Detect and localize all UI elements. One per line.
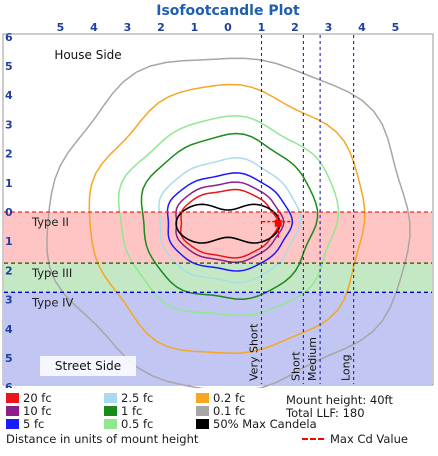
swatch-0-2fc xyxy=(196,393,209,403)
range-label-very-short: Very Short xyxy=(248,323,261,381)
y-tick-label-9: 3 xyxy=(5,294,13,307)
max-cd-label: Max Cd Value xyxy=(330,432,408,446)
mount-height-note: Mount height: 40ft xyxy=(286,393,393,407)
legend-item-0-2fc: 0.2 fc xyxy=(196,391,245,405)
x-tick-label-1: 4 xyxy=(90,21,98,34)
y-tick-label-10: 4 xyxy=(5,323,13,336)
y-tick-label-8: 2 xyxy=(5,264,13,277)
isoline-20fc xyxy=(179,188,280,259)
y-tick-label-11: 5 xyxy=(5,352,13,365)
zone-band-type-ii xyxy=(4,212,432,264)
isoline-0-5fc xyxy=(117,115,340,317)
street-side-label-box xyxy=(40,356,136,376)
legend-label-0-1fc: 0.1 fc xyxy=(213,404,246,418)
x-tick-label-2: 3 xyxy=(124,21,132,34)
legend-item-10fc: 10 fc xyxy=(6,404,52,418)
plot-legend: 20 fc 10 fc 5 fc 2.5 fc 1 fc 0.5 fc 0.2 … xyxy=(0,388,438,456)
legend-label-5fc: 5 fc xyxy=(23,417,45,431)
x-tick-label-0: 5 xyxy=(57,21,65,34)
legend-item-0-1fc: 0.1 fc xyxy=(196,404,245,418)
y-tick-label-7: 1 xyxy=(5,235,13,248)
legend-item-1fc: 1 fc xyxy=(104,404,142,418)
house-side-label: House Side xyxy=(54,48,121,62)
y-tick-label-1: 5 xyxy=(5,60,13,73)
x-tick-label-10: 5 xyxy=(392,21,400,34)
zone-label-type-iv: Type IV xyxy=(31,295,73,309)
swatch-10fc xyxy=(6,406,19,416)
legend-item-0-5fc: 0.5 fc xyxy=(104,417,153,431)
max-cd-marker xyxy=(274,219,282,227)
y-tick-label-0: 6 xyxy=(5,31,13,44)
legend-item-2-5fc: 2.5 fc xyxy=(104,391,153,405)
x-tick-label-8: 3 xyxy=(325,21,333,34)
legend-item-50pct-max-candela: 50% Max Candela xyxy=(196,417,317,431)
legend-item-5fc: 5 fc xyxy=(6,417,44,431)
legend-label-1fc: 1 fc xyxy=(121,404,143,418)
x-tick-label-5: 0 xyxy=(224,21,232,34)
range-label-medium: Medium xyxy=(306,337,319,381)
x-tick-label-7: 2 xyxy=(291,21,299,34)
y-tick-label-6: 0 xyxy=(5,206,13,219)
x-tick-label-9: 4 xyxy=(358,21,366,34)
street-side-label: Street Side xyxy=(55,359,121,373)
zone-label-type-ii: Type II xyxy=(31,215,69,229)
x-tick-label-4: 1 xyxy=(191,21,199,34)
legend-label-10fc: 10 fc xyxy=(23,404,52,418)
swatch-5fc xyxy=(6,419,19,429)
isoline-5fc xyxy=(166,172,294,272)
range-label-short: Short xyxy=(289,351,302,381)
isoline-50pct-max-candela xyxy=(175,203,281,244)
legend-label-50pct-max-candela: 50% Max Candela xyxy=(213,417,317,431)
isofootcandle-plot: Isofootcandle Plot Type II Type III Type IV… xyxy=(2,3,434,388)
isoline-0-2fc xyxy=(88,83,366,354)
distance-note: Distance in units of mount height xyxy=(6,432,199,446)
legend-label-2-5fc: 2.5 fc xyxy=(121,391,154,405)
legend-label-0-2fc: 0.2 fc xyxy=(213,391,246,405)
swatch-1fc xyxy=(104,406,117,416)
range-label-long: Long xyxy=(340,354,353,381)
swatch-0-1fc xyxy=(196,406,209,416)
isoline-2-5fc xyxy=(158,157,302,284)
isoline-1fc xyxy=(140,132,319,301)
y-tick-label-4: 2 xyxy=(5,148,13,161)
legend-item-20fc: 20 fc xyxy=(6,391,52,405)
max-cd-dash-icon xyxy=(302,438,324,440)
isoline-0-1fc xyxy=(46,57,411,388)
total-llf-note: Total LLF: 180 xyxy=(286,406,365,420)
y-tick-label-12: 6 xyxy=(5,381,13,388)
zone-label-type-iii: Type III xyxy=(31,266,72,280)
swatch-20fc xyxy=(6,393,19,403)
x-tick-label-3: 2 xyxy=(157,21,165,34)
y-tick-label-3: 3 xyxy=(5,118,13,131)
house-side-label-box xyxy=(40,45,136,65)
y-tick-label-5: 1 xyxy=(5,177,13,190)
x-tick-label-6: 1 xyxy=(258,21,266,34)
swatch-50pct-max-candela xyxy=(196,419,209,429)
max-cd-legend: Max Cd Value xyxy=(302,432,408,446)
swatch-0-5fc xyxy=(104,419,117,429)
legend-label-20fc: 20 fc xyxy=(23,391,52,405)
legend-label-0-5fc: 0.5 fc xyxy=(121,417,154,431)
swatch-2-5fc xyxy=(104,393,117,403)
y-tick-label-2: 4 xyxy=(5,89,13,102)
chart-title: Isofootcandle Plot xyxy=(156,3,300,19)
